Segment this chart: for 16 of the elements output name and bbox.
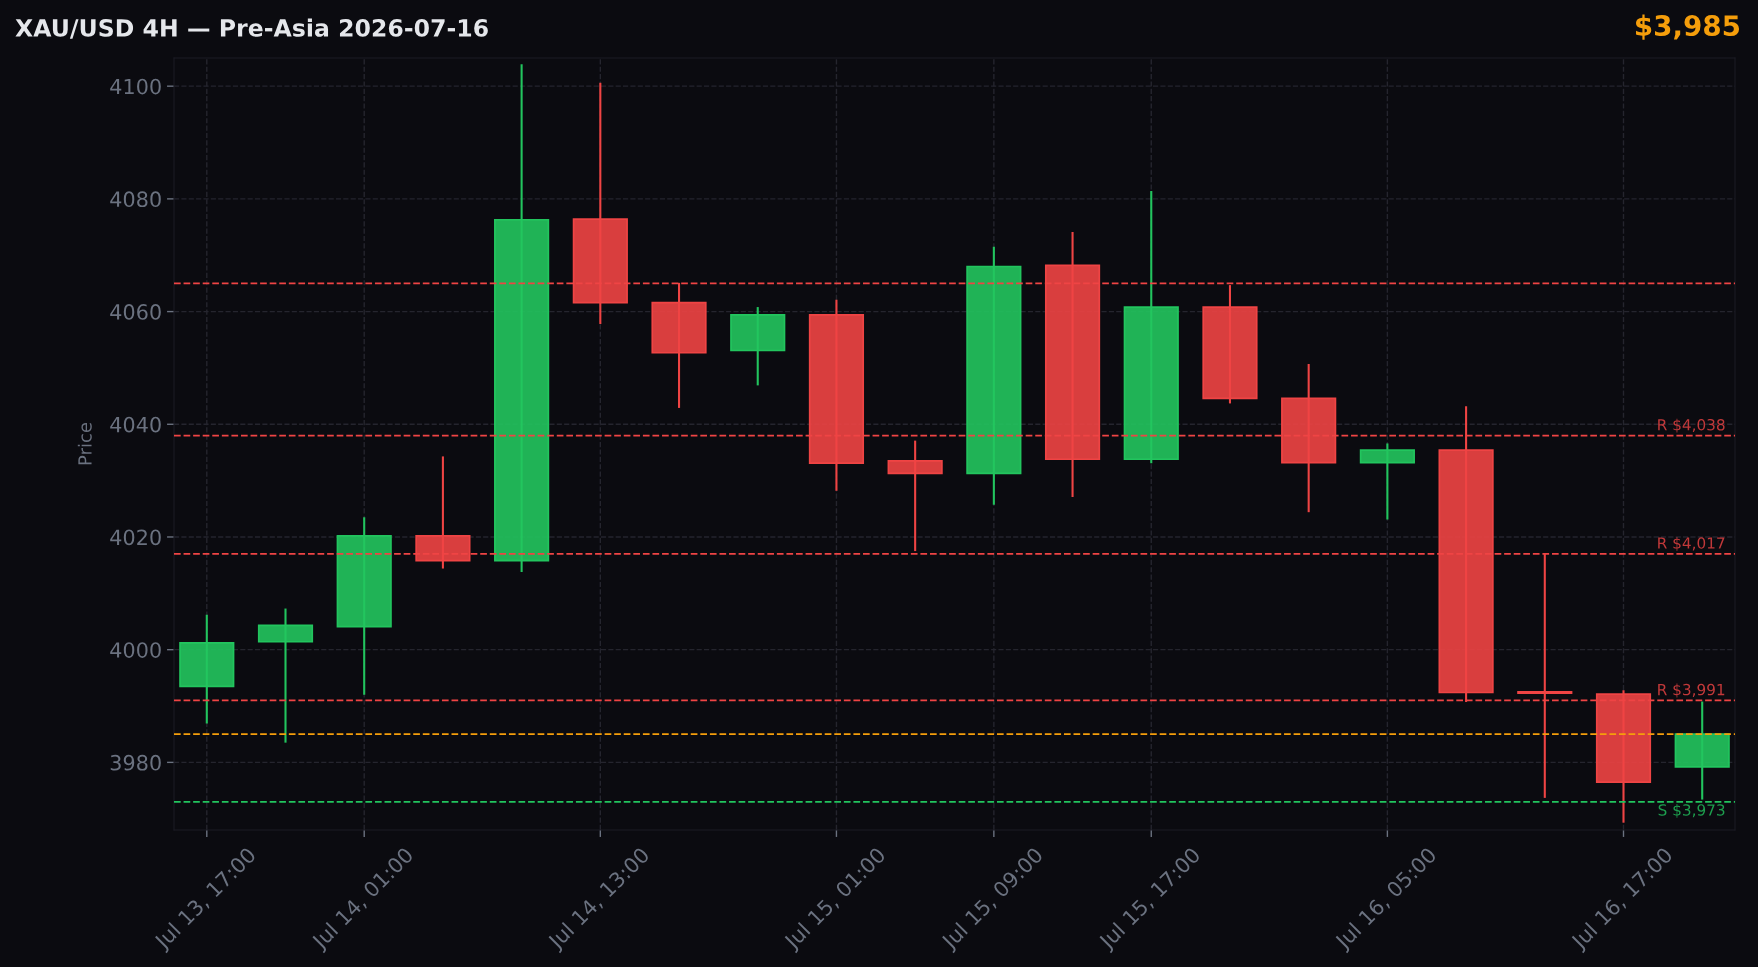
y-tick-label: 4060 bbox=[110, 304, 161, 320]
ref-line-label: S $3,973 bbox=[1658, 803, 1725, 818]
candlestick bbox=[887, 439, 943, 553]
chart-title: XAU/USD 4H — Pre-Asia 2026-07-16 bbox=[15, 18, 488, 39]
y-tick-label: 4080 bbox=[110, 191, 161, 208]
text: $3,985 bbox=[1635, 14, 1740, 40]
y-tick-label: 4000 bbox=[110, 642, 161, 658]
y-tick-label: 4040 bbox=[110, 416, 161, 433]
y-axis-title: Price bbox=[77, 422, 92, 465]
ref-line-label: R $4,038 bbox=[1658, 418, 1725, 433]
y-tick-label: 4100 bbox=[110, 78, 161, 95]
candlestick bbox=[257, 607, 314, 744]
ref-line-label: R $3,991 bbox=[1658, 683, 1725, 698]
ref-line-label: R $4,017 bbox=[1658, 537, 1725, 551]
y-tick-label: 3980 bbox=[110, 754, 161, 771]
y-tick-label: 4020 bbox=[110, 529, 161, 546]
